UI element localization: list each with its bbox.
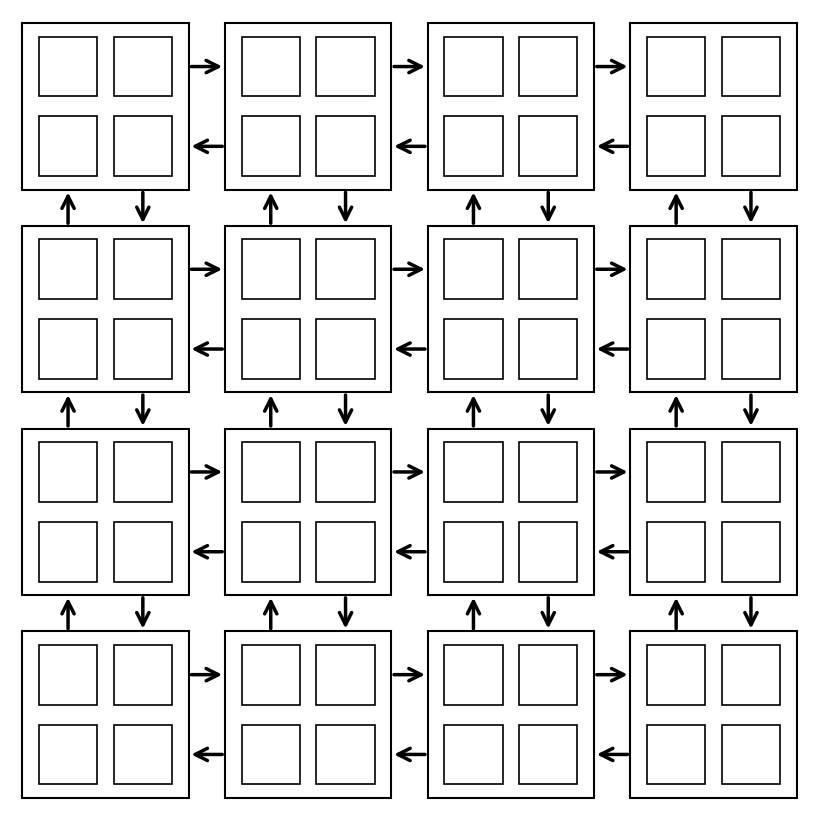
Bar	[39, 319, 97, 379]
Bar	[39, 442, 97, 502]
Bar	[225, 429, 391, 595]
Bar	[242, 37, 300, 97]
Bar	[114, 644, 172, 704]
Bar	[445, 117, 503, 177]
Bar	[647, 37, 705, 97]
Bar	[114, 319, 172, 379]
Bar	[722, 644, 780, 704]
Bar	[39, 644, 97, 704]
Bar	[631, 23, 797, 190]
Bar	[445, 644, 503, 704]
Bar	[242, 240, 300, 299]
Bar	[647, 724, 705, 784]
Bar	[722, 522, 780, 581]
Bar	[722, 442, 780, 502]
Bar	[647, 442, 705, 502]
Bar	[39, 724, 97, 784]
Bar	[316, 522, 374, 581]
Bar	[39, 37, 97, 97]
Bar	[519, 522, 577, 581]
Bar	[22, 23, 188, 190]
Bar	[631, 631, 797, 798]
Bar	[114, 117, 172, 177]
Bar	[39, 117, 97, 177]
Bar	[519, 319, 577, 379]
Bar	[114, 522, 172, 581]
Bar	[428, 226, 594, 392]
Bar	[519, 240, 577, 299]
Bar	[519, 442, 577, 502]
Bar	[519, 724, 577, 784]
Bar	[519, 37, 577, 97]
Bar	[316, 644, 374, 704]
Bar	[242, 522, 300, 581]
Bar	[631, 226, 797, 392]
Bar	[316, 117, 374, 177]
Bar	[316, 442, 374, 502]
Bar	[445, 37, 503, 97]
Bar	[22, 631, 188, 798]
Bar	[722, 117, 780, 177]
Bar	[242, 117, 300, 177]
Bar	[242, 442, 300, 502]
Bar	[428, 429, 594, 595]
Bar	[445, 724, 503, 784]
Bar	[722, 319, 780, 379]
Bar	[722, 724, 780, 784]
Bar	[316, 319, 374, 379]
Bar	[114, 37, 172, 97]
Bar	[316, 240, 374, 299]
Bar	[445, 522, 503, 581]
Bar	[445, 240, 503, 299]
Bar	[428, 23, 594, 190]
Bar	[225, 23, 391, 190]
Bar	[428, 631, 594, 798]
Bar	[22, 226, 188, 392]
Bar	[647, 117, 705, 177]
Bar	[242, 724, 300, 784]
Bar	[114, 240, 172, 299]
Bar	[39, 522, 97, 581]
Bar	[39, 240, 97, 299]
Bar	[242, 319, 300, 379]
Bar	[316, 37, 374, 97]
Bar	[114, 442, 172, 502]
Bar	[631, 429, 797, 595]
Bar	[316, 724, 374, 784]
Bar	[22, 429, 188, 595]
Bar	[242, 644, 300, 704]
Bar	[225, 631, 391, 798]
Bar	[647, 644, 705, 704]
Bar	[445, 319, 503, 379]
Bar	[519, 644, 577, 704]
Bar	[647, 319, 705, 379]
Bar	[445, 442, 503, 502]
Bar	[647, 522, 705, 581]
Bar	[519, 117, 577, 177]
Bar	[722, 37, 780, 97]
Bar	[722, 240, 780, 299]
Bar	[225, 226, 391, 392]
Bar	[114, 724, 172, 784]
Bar	[647, 240, 705, 299]
